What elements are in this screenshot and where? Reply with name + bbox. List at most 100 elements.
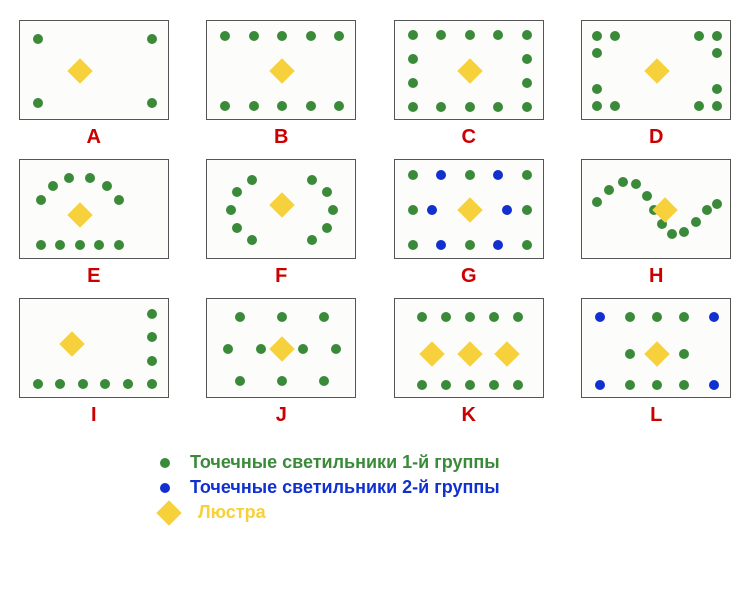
group1-dot	[522, 54, 532, 64]
group1-dot	[712, 84, 722, 94]
group1-dot	[493, 102, 503, 112]
group1-dot	[114, 195, 124, 205]
panel-label: H	[649, 265, 663, 288]
group2-dot	[493, 240, 503, 250]
group1-dot	[319, 376, 329, 386]
panel-K: K	[394, 298, 544, 427]
group1-dot	[592, 101, 602, 111]
group1-dot	[220, 31, 230, 41]
group1-dot	[48, 181, 58, 191]
group1-dot	[75, 240, 85, 250]
group1-dot	[408, 170, 418, 180]
group1-dot	[465, 380, 475, 390]
panel-box	[19, 20, 169, 120]
legend-row: Точечные светильники 1-й группы	[160, 452, 740, 473]
group1-dot	[592, 84, 602, 94]
panel-box	[206, 159, 356, 259]
group1-dot	[55, 379, 65, 389]
group1-dot	[625, 349, 635, 359]
panel-box	[394, 159, 544, 259]
group1-dot	[306, 101, 316, 111]
panel-label: A	[87, 126, 101, 149]
panels-grid: ABCDEFGHIJKL	[10, 20, 740, 427]
group1-dot	[694, 101, 704, 111]
group1-dot	[36, 195, 46, 205]
group1-dot	[489, 312, 499, 322]
chandelier-icon	[645, 58, 670, 83]
panel-G: G	[394, 159, 544, 288]
group1-dot	[328, 205, 338, 215]
group1-dot	[36, 240, 46, 250]
group1-dot	[618, 177, 628, 187]
group1-dot	[306, 31, 316, 41]
group1-dot	[441, 380, 451, 390]
group1-dot	[102, 181, 112, 191]
group1-dot	[522, 170, 532, 180]
legend-text: Люстра	[198, 502, 266, 523]
panel-H: H	[581, 159, 731, 288]
group1-dot	[691, 217, 701, 227]
panel-I: I	[19, 298, 169, 427]
chandelier-icon	[270, 336, 295, 361]
group1-dot	[235, 312, 245, 322]
group1-dot	[408, 78, 418, 88]
group1-dot	[298, 344, 308, 354]
chandelier-icon	[270, 58, 295, 83]
panel-box	[19, 298, 169, 398]
group1-dot	[331, 344, 341, 354]
group2-dot	[427, 205, 437, 215]
group2-dot	[709, 312, 719, 322]
chandelier-icon	[457, 341, 482, 366]
group1-dot	[625, 380, 635, 390]
group1-dot	[100, 379, 110, 389]
panel-label: I	[91, 404, 97, 427]
group2-dot	[502, 205, 512, 215]
group1-dot	[247, 175, 257, 185]
group1-dot	[493, 30, 503, 40]
group1-dot	[522, 102, 532, 112]
group1-dot	[408, 30, 418, 40]
panel-label: G	[461, 265, 477, 288]
panel-box	[394, 298, 544, 398]
group1-dot	[489, 380, 499, 390]
group1-dot	[147, 309, 157, 319]
group1-dot	[85, 173, 95, 183]
group1-dot	[417, 312, 427, 322]
group1-dot	[610, 31, 620, 41]
group1-dot	[322, 223, 332, 233]
group1-dot	[33, 379, 43, 389]
panel-C: C	[394, 20, 544, 149]
chandelier-icon	[67, 202, 92, 227]
group1-dot	[256, 344, 266, 354]
group1-dot	[223, 344, 233, 354]
group1-dot	[232, 187, 242, 197]
group1-dot	[702, 205, 712, 215]
legend-dot-icon	[160, 458, 170, 468]
panel-B: B	[206, 20, 356, 149]
group1-dot	[408, 102, 418, 112]
group1-dot	[277, 376, 287, 386]
chandelier-icon	[457, 58, 482, 83]
group1-dot	[679, 380, 689, 390]
group1-dot	[277, 101, 287, 111]
group2-dot	[436, 170, 446, 180]
group1-dot	[277, 31, 287, 41]
panel-label: L	[650, 404, 662, 427]
chandelier-icon	[60, 331, 85, 356]
group1-dot	[226, 205, 236, 215]
group1-dot	[522, 78, 532, 88]
chandelier-icon	[457, 197, 482, 222]
panel-L: L	[581, 298, 731, 427]
group1-dot	[631, 179, 641, 189]
group1-dot	[625, 312, 635, 322]
group2-dot	[595, 380, 605, 390]
group1-dot	[247, 235, 257, 245]
group1-dot	[465, 240, 475, 250]
group2-dot	[436, 240, 446, 250]
group1-dot	[55, 240, 65, 250]
group1-dot	[220, 101, 230, 111]
group1-dot	[436, 102, 446, 112]
group1-dot	[322, 187, 332, 197]
group1-dot	[436, 30, 446, 40]
chandelier-icon	[420, 341, 445, 366]
